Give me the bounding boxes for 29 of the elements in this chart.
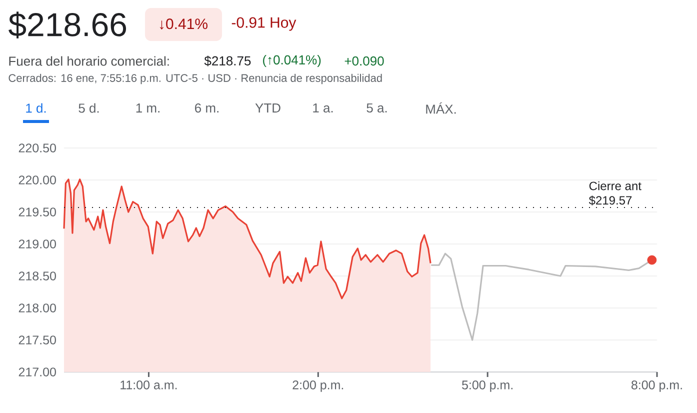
text: $218.75 — [204, 56, 251, 66]
ref-line-label: Cierre ant $219.57 — [588, 181, 642, 206]
y-tick-label: 220.50 — [18, 144, 56, 152]
x-tick-label: 2:00 p.m. — [292, 380, 344, 392]
text: 1 d. — [26, 103, 46, 113]
text: 1 a. — [313, 103, 333, 113]
y-tick-label: 219.50 — [18, 208, 56, 216]
y-tick-label: 218.50 — [18, 272, 56, 280]
y-tick-label: 219.00 — [18, 240, 56, 248]
text: 1 m. — [136, 104, 160, 112]
y-tick-label: 217.00 — [18, 368, 56, 376]
text: Fuera del horario comercial: — [9, 56, 169, 66]
y-tick-label: 217.50 — [18, 336, 56, 344]
text: 6 m. — [195, 103, 218, 113]
text: (↑0.041%) — [263, 54, 321, 68]
text: ↓0.41% — [160, 18, 208, 30]
x-tick-label: 8:00 p.m. — [632, 380, 682, 392]
text: 5 a. — [366, 103, 387, 113]
text: YTD — [255, 104, 280, 112]
chart-title: $218.66 — [8, 12, 126, 38]
x-tick-label: 5:00 p.m. — [462, 380, 512, 392]
y-tick-label: 220.00 — [18, 176, 56, 184]
text: 5 d. — [78, 103, 99, 113]
x-tick-label: 11:00 a.m. — [120, 380, 177, 390]
text: +0.090 — [344, 56, 384, 66]
text: -0.91 Hoy — [232, 17, 296, 31]
text: Cerrados: 16 ene, 7:55:16 p.m. UTC-5 · USD · Renuncia de responsabilidad — [8, 74, 382, 84]
text: MÁX. — [426, 102, 456, 114]
y-tick-label: 218.00 — [18, 304, 56, 312]
